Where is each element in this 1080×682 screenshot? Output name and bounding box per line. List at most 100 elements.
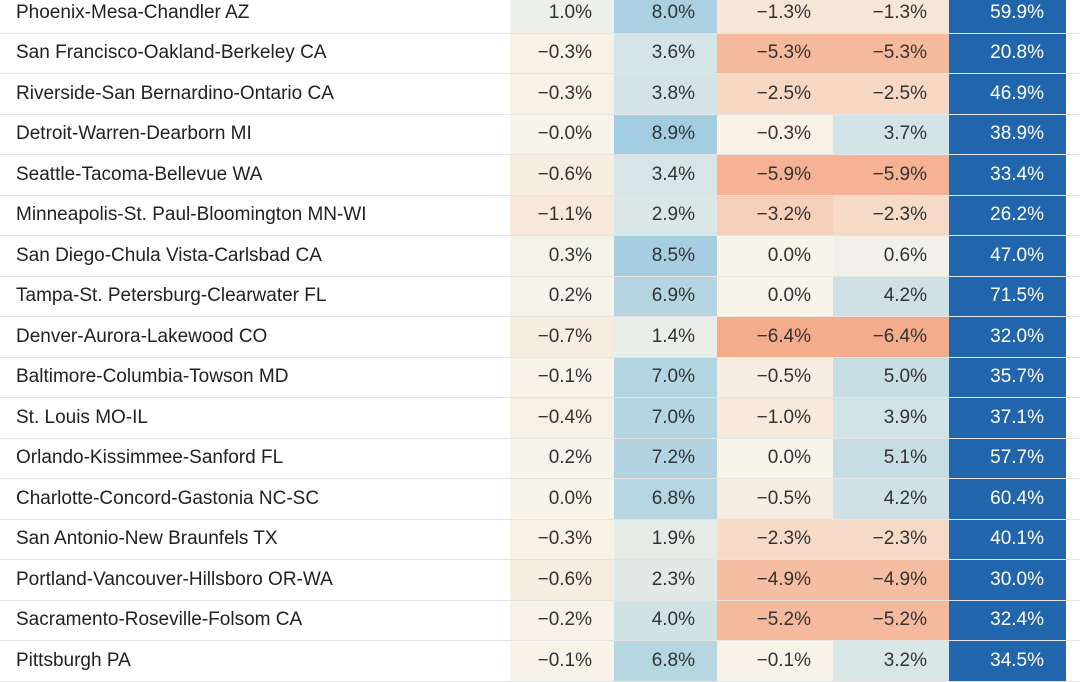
value-cell-col3: 0.0% [717, 276, 833, 316]
table-row: Pittsburgh PA −0.1% 6.8% −0.1% 3.2% 34.5% [0, 641, 1080, 682]
value-cell-col2: 3.8% [614, 74, 717, 114]
value-cell-col3: −2.3% [717, 519, 833, 559]
value-cell-col2: 2.3% [614, 560, 717, 600]
metro-name: San Francisco-Oakland-Berkeley CA [16, 42, 327, 64]
value-cell-col4: 5.0% [833, 357, 949, 397]
value-cell-col3: −2.5% [717, 74, 833, 114]
value-cell-col4: −4.9% [833, 560, 949, 600]
table-row: Denver-Aurora-Lakewood CO −0.7% 1.4% −6.4% −… [0, 317, 1080, 358]
value-cell-col3: 0.0% [717, 438, 833, 478]
table-row: Tampa-St. Petersburg-Clearwater FL 0.2% 6.… [0, 276, 1080, 317]
metro-name: Minneapolis-St. Paul-Bloomington MN-WI [16, 204, 367, 226]
metro-name: Detroit-Warren-Dearborn MI [16, 123, 252, 145]
value-cell-col1: 0.0% [510, 479, 614, 519]
metro-name: San Antonio-New Braunfels TX [16, 528, 278, 550]
value-cell-col3: −5.3% [717, 33, 833, 73]
value-cell-col1: −0.3% [510, 74, 614, 114]
value-cell-col1: −0.0% [510, 114, 614, 154]
value-cell-col3: −5.9% [717, 155, 833, 195]
value-cell-col5: 20.8% [949, 33, 1066, 73]
value-cell-col5: 59.9% [949, 0, 1066, 33]
value-cell-col2: 3.6% [614, 33, 717, 73]
value-cell-col5: 38.9% [949, 114, 1066, 154]
value-cell-col3: −4.9% [717, 560, 833, 600]
table-row: Riverside-San Bernardino-Ontario CA −0.3%… [0, 74, 1080, 115]
value-cell-col5: 33.4% [949, 155, 1066, 195]
metro-name: Portland-Vancouver-Hillsboro OR-WA [16, 568, 333, 590]
metro-name: Tampa-St. Petersburg-Clearwater FL [16, 285, 327, 307]
metro-name: Seattle-Tacoma-Bellevue WA [16, 163, 263, 185]
value-cell-col1: −0.3% [510, 33, 614, 73]
table-row: San Francisco-Oakland-Berkeley CA −0.3% 3.… [0, 33, 1080, 74]
table-row: Minneapolis-St. Paul-Bloomington MN-WI −1… [0, 195, 1080, 236]
value-cell-col5: 26.2% [949, 195, 1066, 235]
value-cell-col1: −1.1% [510, 195, 614, 235]
value-cell-col2: 8.5% [614, 236, 717, 276]
table-row: Charlotte-Concord-Gastonia NC-SC 0.0% 6.8%… [0, 479, 1080, 520]
value-cell-col2: 8.0% [614, 0, 717, 33]
value-cell-col2: 3.4% [614, 155, 717, 195]
table-row: Portland-Vancouver-Hillsboro OR-WA −0.6% 2… [0, 560, 1080, 601]
value-cell-col4: 4.2% [833, 479, 949, 519]
metro-name: Baltimore-Columbia-Towson MD [16, 366, 289, 388]
table-row: Phoenix-Mesa-Chandler AZ 1.0% 8.0% −1.3% −1.… [0, 0, 1080, 34]
value-cell-col1: −0.4% [510, 398, 614, 438]
value-cell-col1: −0.6% [510, 155, 614, 195]
value-cell-col3: −3.2% [717, 195, 833, 235]
value-cell-col2: 1.9% [614, 519, 717, 559]
value-cell-col2: 7.0% [614, 357, 717, 397]
value-cell-col2: 2.9% [614, 195, 717, 235]
metro-name: Denver-Aurora-Lakewood CO [16, 325, 268, 347]
value-cell-col3: −0.3% [717, 114, 833, 154]
value-cell-col3: −0.1% [717, 641, 833, 681]
value-cell-col5: 40.1% [949, 519, 1066, 559]
value-cell-col4: −2.3% [833, 519, 949, 559]
value-cell-col3: −5.2% [717, 600, 833, 640]
value-cell-col1: 0.3% [510, 236, 614, 276]
value-cell-col1: −0.7% [510, 317, 614, 357]
value-cell-col1: −0.2% [510, 600, 614, 640]
value-cell-col3: −1.0% [717, 398, 833, 438]
value-cell-col4: −1.3% [833, 0, 949, 33]
value-cell-col5: 32.4% [949, 600, 1066, 640]
value-cell-col5: 32.0% [949, 317, 1066, 357]
metro-name: Phoenix-Mesa-Chandler AZ [16, 1, 250, 23]
metro-name: Charlotte-Concord-Gastonia NC-SC [16, 487, 320, 509]
value-cell-col4: 3.7% [833, 114, 949, 154]
value-cell-col1: −0.1% [510, 641, 614, 681]
value-cell-col2: 6.8% [614, 479, 717, 519]
value-cell-col3: −6.4% [717, 317, 833, 357]
value-cell-col1: 1.0% [510, 0, 614, 33]
value-cell-col4: 5.1% [833, 438, 949, 478]
value-cell-col4: −5.2% [833, 600, 949, 640]
value-cell-col4: −5.9% [833, 155, 949, 195]
value-cell-col2: 6.8% [614, 641, 717, 681]
table-row: Baltimore-Columbia-Towson MD −0.1% 7.0% −0.… [0, 357, 1080, 398]
table-row: San Diego-Chula Vista-Carlsbad CA 0.3% 8.5… [0, 236, 1080, 277]
value-cell-col2: 7.0% [614, 398, 717, 438]
value-cell-col2: 7.2% [614, 438, 717, 478]
value-cell-col4: 4.2% [833, 276, 949, 316]
metro-name: St. Louis MO-IL [16, 406, 148, 428]
table-row: Seattle-Tacoma-Bellevue WA −0.6% 3.4% −5.9%… [0, 155, 1080, 196]
value-cell-col2: 6.9% [614, 276, 717, 316]
value-cell-col3: 0.0% [717, 236, 833, 276]
value-cell-col4: 0.6% [833, 236, 949, 276]
table-row: St. Louis MO-IL −0.4% 7.0% −1.0% 3.9% 37.1% [0, 398, 1080, 439]
value-cell-col4: 3.9% [833, 398, 949, 438]
table-row: Sacramento-Roseville-Folsom CA −0.2% 4.0% −… [0, 600, 1080, 641]
value-cell-col4: −6.4% [833, 317, 949, 357]
value-cell-col5: 46.9% [949, 74, 1066, 114]
value-cell-col5: 57.7% [949, 438, 1066, 478]
value-cell-col2: 8.9% [614, 114, 717, 154]
value-cell-col5: 71.5% [949, 276, 1066, 316]
value-cell-col3: −0.5% [717, 357, 833, 397]
value-cell-col3: −0.5% [717, 479, 833, 519]
value-cell-col4: 3.2% [833, 641, 949, 681]
metro-name: Riverside-San Bernardino-Ontario CA [16, 82, 334, 104]
table-row: Detroit-Warren-Dearborn MI −0.0% 8.9% −0.3%… [0, 114, 1080, 155]
value-cell-col1: 0.2% [510, 276, 614, 316]
value-cell-col2: 1.4% [614, 317, 717, 357]
value-cell-col1: −0.1% [510, 357, 614, 397]
